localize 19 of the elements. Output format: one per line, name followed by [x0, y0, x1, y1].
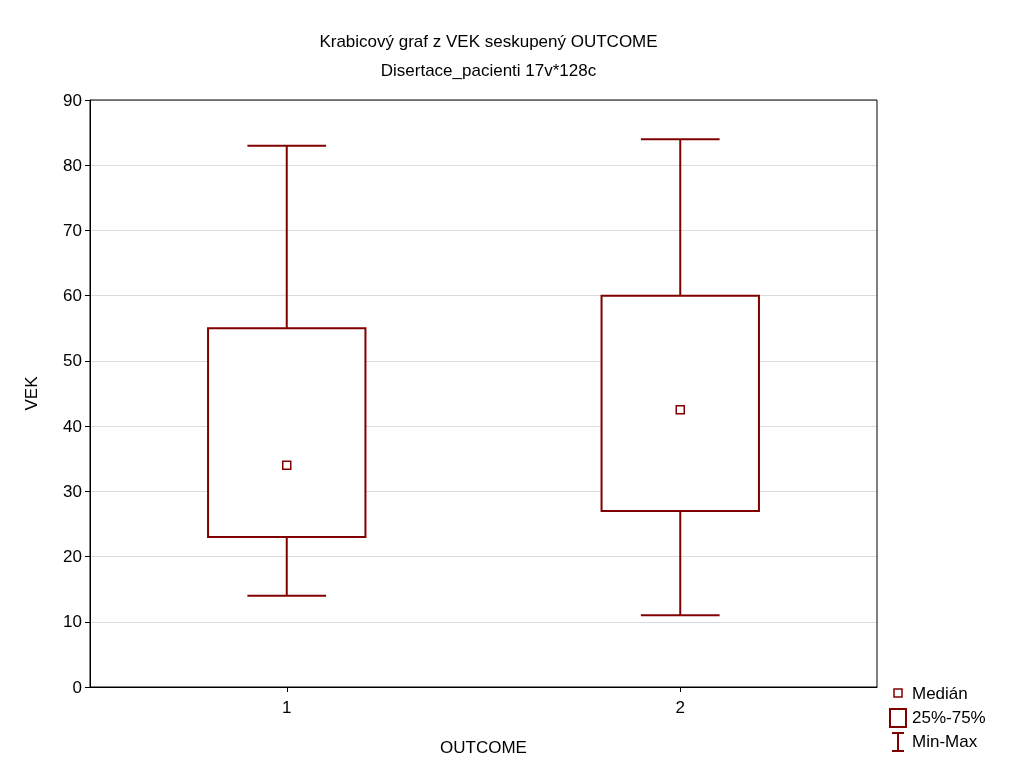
- y-tick-label: 80: [63, 155, 82, 175]
- y-tick-label: 40: [63, 416, 82, 436]
- x-tick-label: 2: [675, 698, 685, 717]
- x-tick-label: 1: [282, 698, 292, 717]
- y-tick-label: 30: [63, 481, 82, 501]
- y-tick-label: 90: [63, 90, 82, 110]
- text: 25%-75%: [912, 708, 986, 728]
- y-tick-label: 20: [63, 547, 82, 567]
- y-axis-title: VEK: [22, 375, 41, 411]
- y-tick-label: 10: [63, 612, 82, 632]
- y-tick-label: 60: [63, 286, 82, 306]
- y-tick-label: 50: [63, 351, 82, 371]
- chart-title: Krabicový graf z VEK seskupený OUTCOME: [319, 32, 658, 51]
- x-axis-title: OUTCOME: [440, 738, 527, 757]
- text: Medián: [912, 684, 968, 704]
- y-tick-label: 0: [72, 677, 82, 697]
- chart-subtitle: Disertace_pacienti 17v*128c: [380, 61, 597, 80]
- text: Min-Max: [912, 732, 978, 752]
- y-tick-label: 70: [63, 220, 82, 240]
